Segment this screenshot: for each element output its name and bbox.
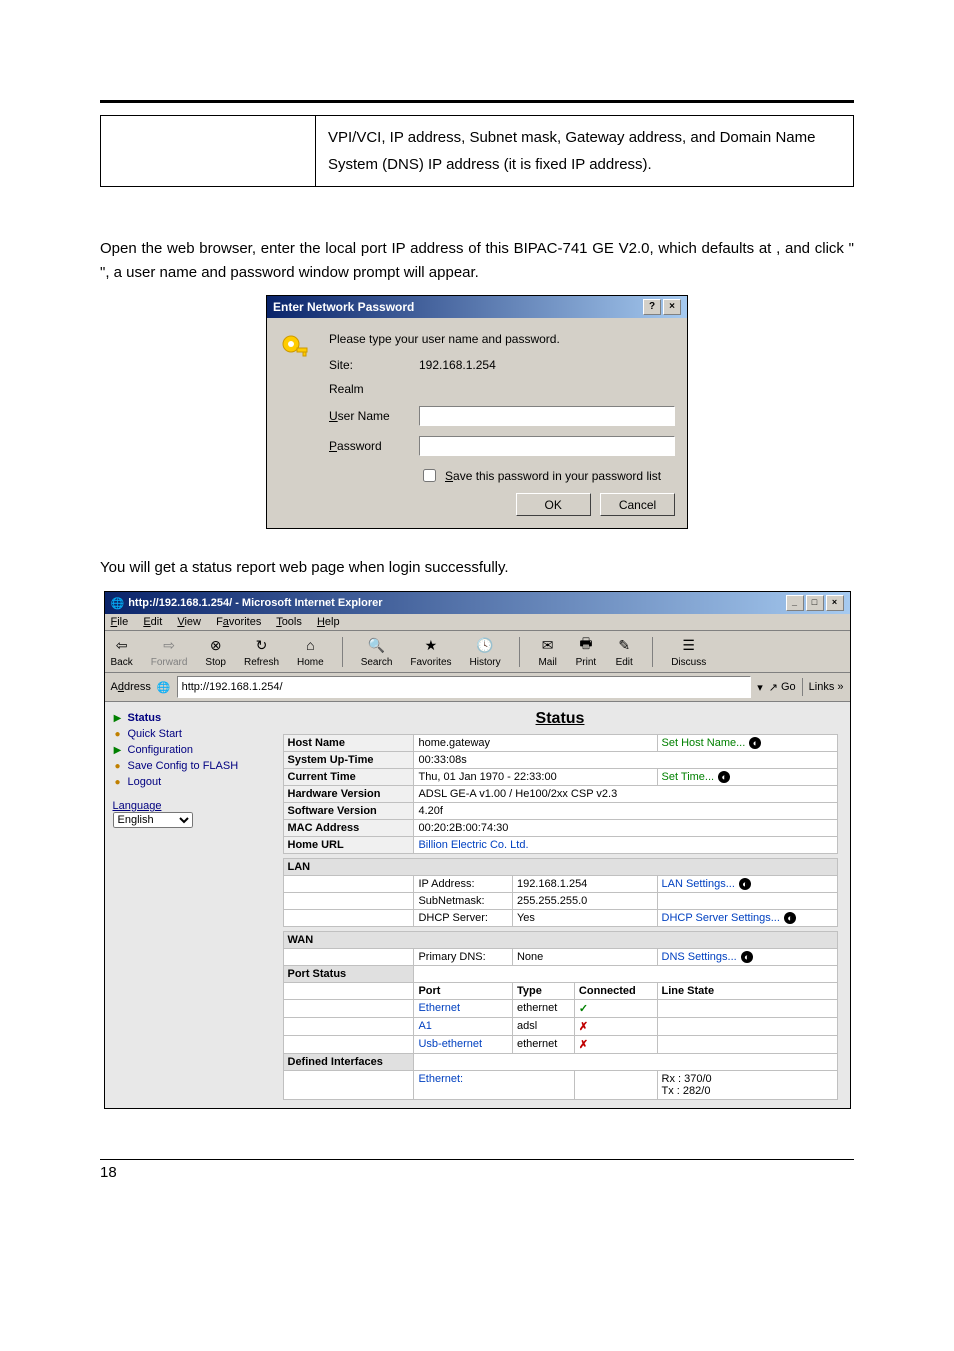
maximize-icon[interactable]: □ bbox=[806, 595, 824, 611]
menu-favorites[interactable]: Favorites bbox=[216, 616, 261, 628]
help-icon[interactable]: ? bbox=[643, 299, 661, 315]
sidebar-item-save[interactable]: ●Save Config to FLASH bbox=[113, 760, 263, 772]
dialog-titlebar: Enter Network Password ? × bbox=[267, 296, 687, 318]
status-heading: Status bbox=[283, 710, 838, 728]
ie-titlebar: 🌐 http://192.168.1.254/ - Microsoft Inte… bbox=[105, 592, 850, 614]
ie-title-text: http://192.168.1.254/ - Microsoft Intern… bbox=[128, 597, 382, 609]
info-table: VPI/VCI, IP address, Subnet mask, Gatewa… bbox=[100, 115, 854, 187]
address-bar: Address 🌐 ▾ ↗Go Links » bbox=[105, 673, 850, 702]
save-password-label: Save this password in your password list bbox=[445, 469, 661, 483]
close-icon[interactable]: × bbox=[663, 299, 681, 315]
save-password-checkbox[interactable] bbox=[423, 469, 436, 482]
edit-button[interactable]: ✎Edit bbox=[614, 635, 634, 668]
favorites-button[interactable]: ★Favorites bbox=[410, 635, 451, 668]
username-label: UUser Nameser Name bbox=[329, 409, 419, 423]
refresh-button[interactable]: ↻Refresh bbox=[244, 635, 279, 668]
minimize-icon[interactable]: _ bbox=[786, 595, 804, 611]
address-label: Address bbox=[111, 681, 151, 693]
print-button[interactable]: 🖶Print bbox=[576, 635, 597, 668]
home-button[interactable]: ⌂Home bbox=[297, 635, 324, 668]
language-label: Language bbox=[113, 800, 263, 812]
menu-tools[interactable]: Tools bbox=[276, 616, 302, 628]
forward-button[interactable]: ⇨Forward bbox=[151, 635, 188, 668]
menu-edit[interactable]: Edit bbox=[143, 616, 162, 628]
sidebar-item-quickstart[interactable]: ●Quick Start bbox=[113, 728, 263, 740]
info-text: VPI/VCI, IP address, Subnet mask, Gatewa… bbox=[316, 116, 854, 187]
username-input[interactable] bbox=[419, 406, 675, 426]
ie-toolbar: ⇦Back ⇨Forward ⊗Stop ↻Refresh ⌂Home 🔍Sea… bbox=[105, 631, 850, 673]
para2: You will get a status report web page wh… bbox=[100, 559, 854, 576]
sidebar: ▶Status ●Quick Start ▶Configuration ●Sav… bbox=[105, 702, 271, 1108]
password-dialog: Enter Network Password ? × Please t bbox=[266, 295, 688, 529]
window-close-icon[interactable]: × bbox=[826, 595, 844, 611]
menu-view[interactable]: View bbox=[177, 616, 201, 628]
links-label[interactable]: Links » bbox=[809, 681, 844, 693]
dialog-prompt: Please type your user name and password. bbox=[329, 332, 675, 346]
language-select[interactable]: English bbox=[113, 812, 193, 828]
status-table: Host Namehome.gatewaySet Host Name...◐ S… bbox=[283, 734, 838, 1100]
info-left-cell bbox=[101, 116, 316, 187]
cancel-button[interactable]: Cancel bbox=[600, 493, 675, 516]
mail-button[interactable]: ✉Mail bbox=[538, 635, 558, 668]
menu-file[interactable]: File bbox=[111, 616, 129, 628]
ie-menubar: File Edit View Favorites Tools Help bbox=[105, 614, 850, 631]
dialog-title-text: Enter Network Password bbox=[273, 300, 414, 314]
key-icon bbox=[279, 332, 319, 516]
search-button[interactable]: 🔍Search bbox=[361, 635, 393, 668]
history-button[interactable]: 🕓History bbox=[470, 635, 501, 668]
back-button[interactable]: ⇦Back bbox=[111, 635, 133, 668]
stop-button[interactable]: ⊗Stop bbox=[205, 635, 226, 668]
realm-label: Realm bbox=[329, 382, 419, 396]
ok-button[interactable]: OK bbox=[516, 493, 591, 516]
sidebar-item-logout[interactable]: ●Logout bbox=[113, 776, 263, 788]
address-input[interactable] bbox=[177, 676, 752, 698]
sidebar-item-config[interactable]: ▶Configuration bbox=[113, 744, 263, 756]
site-label: Site: bbox=[329, 358, 419, 372]
go-button[interactable]: ↗Go bbox=[769, 681, 796, 694]
password-input[interactable] bbox=[419, 436, 675, 456]
page-number: 18 bbox=[100, 1159, 854, 1181]
menu-help[interactable]: Help bbox=[317, 616, 340, 628]
sidebar-item-status[interactable]: ▶Status bbox=[113, 712, 263, 724]
site-value: 192.168.1.254 bbox=[419, 358, 675, 372]
ie-window: 🌐 http://192.168.1.254/ - Microsoft Inte… bbox=[104, 591, 851, 1109]
instruction-paragraph: Open the web browser, enter the local po… bbox=[100, 237, 854, 285]
password-label: Password bbox=[329, 439, 419, 453]
discuss-button[interactable]: ☰Discuss bbox=[671, 635, 706, 668]
main-content: Status Host Namehome.gatewaySet Host Nam… bbox=[271, 702, 850, 1108]
